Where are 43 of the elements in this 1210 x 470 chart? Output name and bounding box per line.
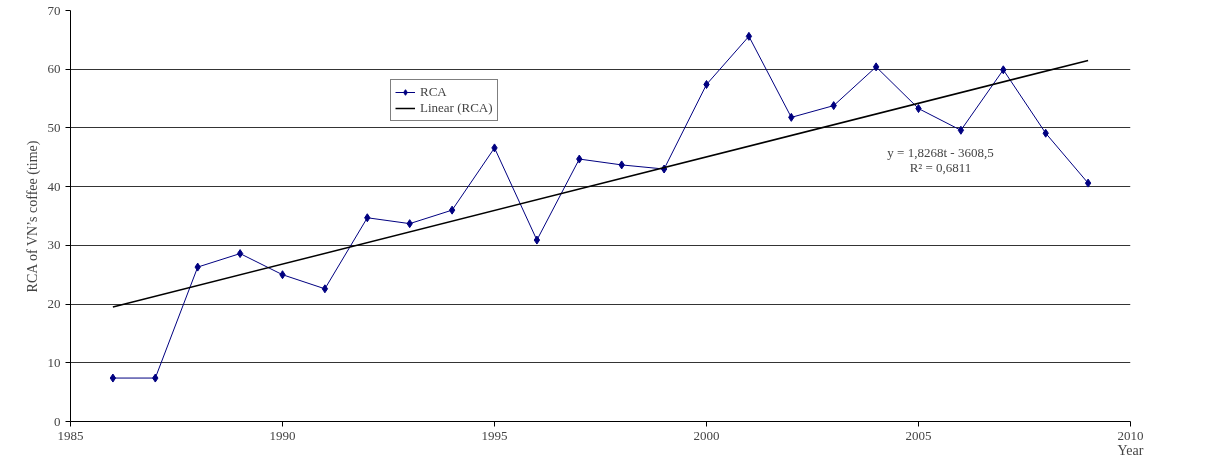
point (788, 112, 795, 122)
y-axis-title: RCA of VN’s coffee (time) (24, 140, 41, 293)
annotation: R² = 0,6811 (909, 159, 972, 175)
point (364, 213, 371, 223)
point (830, 101, 837, 111)
legend-label: RCA (420, 84, 447, 100)
y-tick-label: 40 (47, 178, 61, 194)
point (236, 249, 244, 259)
x-tick-label: 1985 (57, 427, 84, 443)
point (703, 79, 710, 89)
x-axis-title: Year (1117, 442, 1144, 458)
legend-label: Linear (RCA) (420, 100, 493, 116)
x-tick-label: 2010 (1117, 427, 1144, 443)
x-tick-label: 2000 (693, 427, 720, 443)
point (279, 270, 286, 280)
point (1000, 65, 1007, 75)
x-tick-label: 1995 (481, 427, 508, 443)
x-tick-label: 1990 (269, 427, 296, 443)
y-tick-label: 10 (47, 354, 61, 370)
point (194, 262, 201, 272)
y-tick-label: 70 (47, 2, 61, 18)
point (109, 373, 117, 383)
point (491, 143, 498, 153)
y-tick-label: 30 (47, 237, 61, 253)
y-tick-label: 20 (47, 296, 61, 312)
point (957, 125, 965, 135)
point (915, 104, 922, 114)
point (576, 154, 583, 164)
point (872, 62, 880, 72)
point (406, 219, 413, 229)
annotation: y = 1,8268t - 3608,5 (887, 144, 994, 160)
point (745, 31, 753, 41)
y-tick-label: 0 (54, 413, 61, 429)
x-tick-label: 2005 (905, 427, 932, 443)
point (533, 235, 541, 245)
point (1084, 178, 1092, 188)
point (321, 284, 329, 294)
y-tick-label: 60 (47, 61, 61, 77)
y-tick-label: 50 (47, 119, 61, 135)
point (152, 373, 159, 383)
point (1042, 128, 1049, 138)
point (618, 160, 625, 170)
point (448, 205, 456, 215)
